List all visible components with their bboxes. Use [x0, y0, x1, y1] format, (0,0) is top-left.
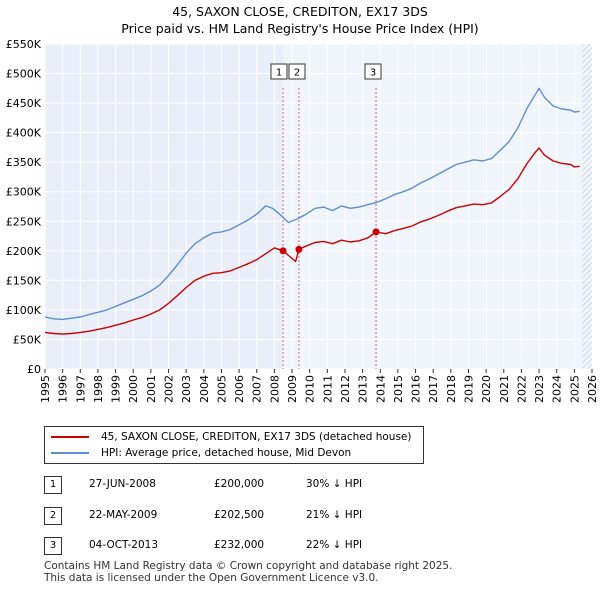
transaction-marker-label: 3	[370, 68, 376, 79]
y-tick-label: £50K	[13, 333, 42, 346]
legend-swatch-property	[51, 436, 89, 438]
x-tick-label: 2003	[180, 375, 193, 403]
footer-copyright: Contains HM Land Registry data © Crown c…	[44, 560, 453, 572]
transaction-date: 27-JUN-2008	[89, 478, 156, 490]
x-tick-label: 2014	[374, 375, 387, 403]
transaction-hpi-diff: 21% ↓ HPI	[306, 509, 363, 521]
transaction-marker-label: 1	[276, 68, 282, 79]
transaction-badge: 2	[44, 507, 62, 525]
transaction-marker-box	[270, 63, 288, 80]
transaction-hpi-diff: 30% ↓ HPI	[306, 478, 363, 490]
x-tick-label: 1995	[39, 375, 52, 403]
transaction-badge: 1	[44, 476, 62, 494]
transaction-date: 04-OCT-2013	[89, 539, 158, 551]
chart-legend: 45, SAXON CLOSE, CREDITON, EX17 3DS (det…	[44, 426, 424, 464]
legend-label-hpi: HPI: Average price, detached house, Mid …	[101, 447, 352, 459]
x-tick-label: 2013	[357, 375, 370, 403]
x-tick-label: 2012	[339, 375, 352, 403]
legend-item-hpi: HPI: Average price, detached house, Mid …	[51, 445, 351, 461]
transaction-hpi-diff: 22% ↓ HPI	[306, 539, 363, 551]
x-tick-label: 2009	[286, 375, 299, 403]
transaction-price: £200,000	[214, 478, 265, 490]
y-tick-label: £200K	[6, 245, 42, 258]
forecast-hatch	[582, 44, 592, 369]
x-tick-label: 2019	[462, 375, 475, 403]
legend-swatch-hpi	[51, 452, 89, 454]
series-line	[44, 87, 580, 321]
y-tick-label: £0	[27, 363, 41, 376]
transaction-marker-label: 2	[294, 68, 300, 79]
y-tick-label: £500K	[6, 68, 42, 81]
x-tick-label: 2001	[145, 375, 158, 403]
legend-item-property: 45, SAXON CLOSE, CREDITON, EX17 3DS (det…	[51, 429, 411, 445]
transaction-point	[279, 247, 287, 255]
y-tick-label: £550K	[6, 38, 42, 51]
x-tick-label: 2023	[533, 375, 546, 403]
plot-background	[45, 44, 592, 369]
x-tick-label: 1999	[110, 375, 123, 403]
transaction-date: 22-MAY-2009	[89, 509, 158, 521]
x-tick-label: 2000	[127, 375, 140, 403]
x-tick-label: 2018	[445, 375, 458, 403]
x-tick-label: 2021	[498, 375, 511, 403]
x-tick-label: 2002	[163, 375, 176, 403]
y-tick-label: £150K	[6, 274, 42, 287]
price-chart: 1 2 3 £0 £50K £100K £150K £200K £250K £300K £350K £…	[6, 38, 599, 403]
x-tick-label: 2006	[233, 375, 246, 403]
y-tick-label: £100K	[6, 304, 42, 317]
x-tick-label: 2010	[304, 375, 317, 403]
x-tick-label: 2007	[251, 375, 264, 403]
ownership-span-shade	[283, 44, 592, 369]
x-tick-label: 2004	[198, 375, 211, 403]
chart-subtitle: Price paid vs. HM Land Registry's House …	[121, 21, 479, 36]
y-tick-label: £450K	[6, 97, 42, 110]
x-tick-label: 2020	[480, 375, 493, 403]
y-tick-label: £300K	[6, 186, 42, 199]
transaction-row: 1 27-JUN-2008 £200,000 30% ↓ HPI	[44, 476, 584, 496]
transaction-point	[372, 228, 380, 236]
x-tick-label: 1998	[92, 375, 105, 403]
x-tick-label: 2024	[551, 375, 564, 403]
x-tick-label: 2026	[586, 375, 599, 403]
x-tick-label: 2022	[515, 375, 528, 403]
y-tick-label: £350K	[6, 156, 42, 169]
transaction-marker-box	[288, 63, 306, 80]
x-tick-label: 2016	[410, 375, 423, 403]
chart-title: 45, SAXON CLOSE, CREDITON, EX17 3DS	[172, 4, 428, 19]
footer-license: This data is licensed under the Open Gov…	[44, 572, 379, 584]
transaction-row: 2 22-MAY-2009 £202,500 21% ↓ HPI	[44, 507, 584, 527]
transaction-badge: 3	[44, 537, 62, 555]
transaction-price: £202,500	[214, 509, 265, 521]
x-tick-label: 2008	[268, 375, 281, 403]
x-tick-label: 2005	[215, 375, 228, 403]
transaction-price: £232,000	[214, 539, 265, 551]
x-tick-label: 2025	[568, 375, 581, 403]
x-tick-label: 2017	[427, 375, 440, 403]
legend-label-property: 45, SAXON CLOSE, CREDITON, EX17 3DS (det…	[101, 431, 412, 443]
transaction-point	[295, 245, 303, 253]
x-tick-label: 2011	[321, 375, 334, 403]
series-line	[44, 147, 580, 335]
x-tick-label: 1997	[74, 375, 87, 403]
x-tick-label: 1996	[57, 375, 70, 403]
y-tick-label: £250K	[6, 215, 42, 228]
transaction-marker-box	[364, 63, 382, 80]
y-tick-label: £400K	[6, 127, 42, 140]
transaction-row: 3 04-OCT-2013 £232,000 22% ↓ HPI	[44, 537, 584, 557]
x-tick-label: 2015	[392, 375, 405, 403]
